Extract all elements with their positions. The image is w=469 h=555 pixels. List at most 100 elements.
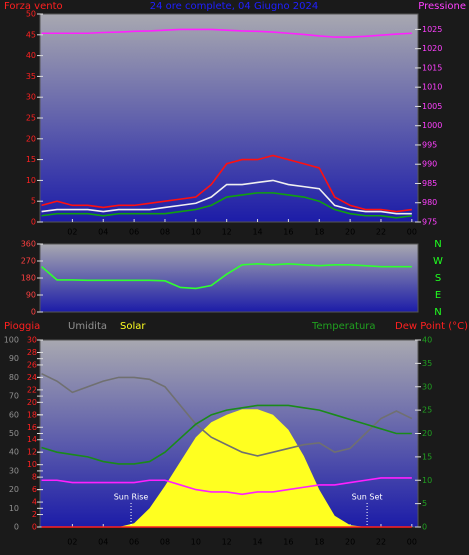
y-tick-label: 18: [27, 410, 37, 419]
y-tick-label: 985: [422, 179, 437, 188]
x-tick-label: 06: [129, 228, 139, 237]
annotation: Sun Set: [352, 493, 383, 502]
y-tick-label: 40: [26, 51, 36, 60]
y-tick-label: 80: [9, 373, 19, 382]
y-tick-label: 1025: [422, 25, 442, 34]
y-tick-label: 40: [9, 448, 19, 457]
compass-label: N: [434, 307, 441, 318]
x-tick-label: 14: [252, 538, 262, 547]
axis-title: Dew Point (°C): [395, 321, 468, 332]
y-tick-label: 995: [422, 140, 437, 149]
solar-area: [41, 409, 412, 527]
compass-label: S: [435, 273, 441, 284]
y-tick-label: 0: [31, 218, 36, 227]
y-tick-label: 975: [422, 218, 437, 227]
y-tick-label: 980: [422, 198, 437, 207]
x-tick-label: 20: [345, 228, 355, 237]
x-tick-label: 04: [98, 228, 108, 237]
left-axis-title: Forza vento: [4, 1, 63, 12]
axis-title: Pioggia: [4, 321, 40, 332]
y-tick-label: 10: [27, 460, 37, 469]
x-tick-label: 02: [67, 228, 77, 237]
axis-title: Umidita: [68, 321, 107, 332]
y-tick-label: 10: [26, 176, 36, 185]
y-tick-label: 20: [27, 398, 37, 407]
y-tick-label: 30: [26, 93, 36, 102]
y-tick-label: 270: [21, 257, 36, 266]
y-tick-label: 70: [9, 392, 19, 401]
y-tick-label: 1015: [422, 63, 442, 72]
series-line: [41, 192, 412, 219]
y-tick-label: 60: [9, 410, 19, 419]
series-line: [41, 477, 412, 496]
plot-area: [39, 13, 419, 223]
compass-label: W: [433, 256, 443, 267]
y-tick-label: 45: [26, 30, 36, 39]
y-tick-label: 20: [9, 485, 19, 494]
series-line: [41, 263, 412, 290]
x-tick-label: 10: [191, 228, 201, 237]
y-tick-label: 28: [27, 348, 37, 357]
y-tick-label: 50: [26, 10, 36, 19]
x-tick-label: 00: [407, 538, 417, 547]
y-tick-label: 1005: [422, 102, 442, 111]
series-line: [41, 404, 412, 465]
y-tick-label: 35: [422, 359, 432, 368]
y-tick-label: 360: [21, 240, 36, 249]
x-tick-label: 14: [252, 228, 262, 237]
y-tick-label: 0: [14, 523, 19, 532]
series-line: [41, 28, 412, 38]
y-tick-label: 180: [21, 274, 36, 283]
series-line: [41, 154, 412, 213]
annotation: Sun Rise: [114, 493, 149, 502]
x-tick-label: 16: [283, 538, 293, 547]
y-tick-label: 1010: [422, 83, 442, 92]
x-tick-label: 08: [160, 228, 170, 237]
y-tick-label: 14: [27, 435, 37, 444]
y-tick-label: 5: [31, 197, 36, 206]
right-axis-title: Pressione: [418, 1, 466, 12]
x-tick-label: 12: [222, 228, 232, 237]
chart-title: 24 ore complete, 04 Giugno 2024: [150, 1, 319, 12]
y-tick-label: 1020: [422, 44, 442, 53]
y-tick-label: 8: [32, 473, 37, 482]
y-tick-label: 26: [27, 360, 37, 369]
y-tick-label: 15: [26, 155, 36, 164]
x-tick-label: 00: [407, 228, 417, 237]
x-tick-label: 22: [376, 228, 386, 237]
y-tick-label: 24: [27, 373, 37, 382]
y-tick-label: 12: [27, 448, 37, 457]
y-tick-label: 20: [422, 429, 432, 438]
plot-area: [39, 243, 419, 313]
y-tick-label: 90: [9, 354, 19, 363]
y-tick-label: 30: [9, 466, 19, 475]
x-tick-label: 18: [314, 538, 324, 547]
y-tick-label: 30: [27, 336, 37, 345]
y-tick-label: 16: [27, 423, 37, 432]
y-tick-label: 1000: [422, 121, 442, 130]
y-tick-label: 22: [27, 385, 37, 394]
compass-label: E: [435, 290, 441, 301]
y-tick-label: 15: [422, 452, 432, 461]
y-tick-label: 10: [422, 476, 432, 485]
y-tick-label: 6: [32, 485, 37, 494]
y-tick-label: 50: [9, 429, 19, 438]
x-tick-label: 10: [191, 538, 201, 547]
x-tick-label: 16: [283, 228, 293, 237]
axis-title: Temperatura: [311, 321, 376, 332]
y-tick-label: 2: [32, 510, 37, 519]
y-tick-label: 0: [31, 308, 36, 317]
x-tick-label: 04: [98, 538, 108, 547]
compass-label: N: [434, 239, 441, 250]
x-tick-label: 02: [67, 538, 77, 547]
y-tick-label: 10: [9, 504, 19, 513]
x-tick-label: 22: [376, 538, 386, 547]
y-tick-label: 35: [26, 72, 36, 81]
y-tick-label: 5: [422, 499, 427, 508]
series-line: [41, 179, 412, 215]
x-tick-label: 12: [222, 538, 232, 547]
y-tick-label: 30: [422, 382, 432, 391]
y-tick-label: 25: [422, 406, 432, 415]
y-tick-label: 990: [422, 160, 437, 169]
